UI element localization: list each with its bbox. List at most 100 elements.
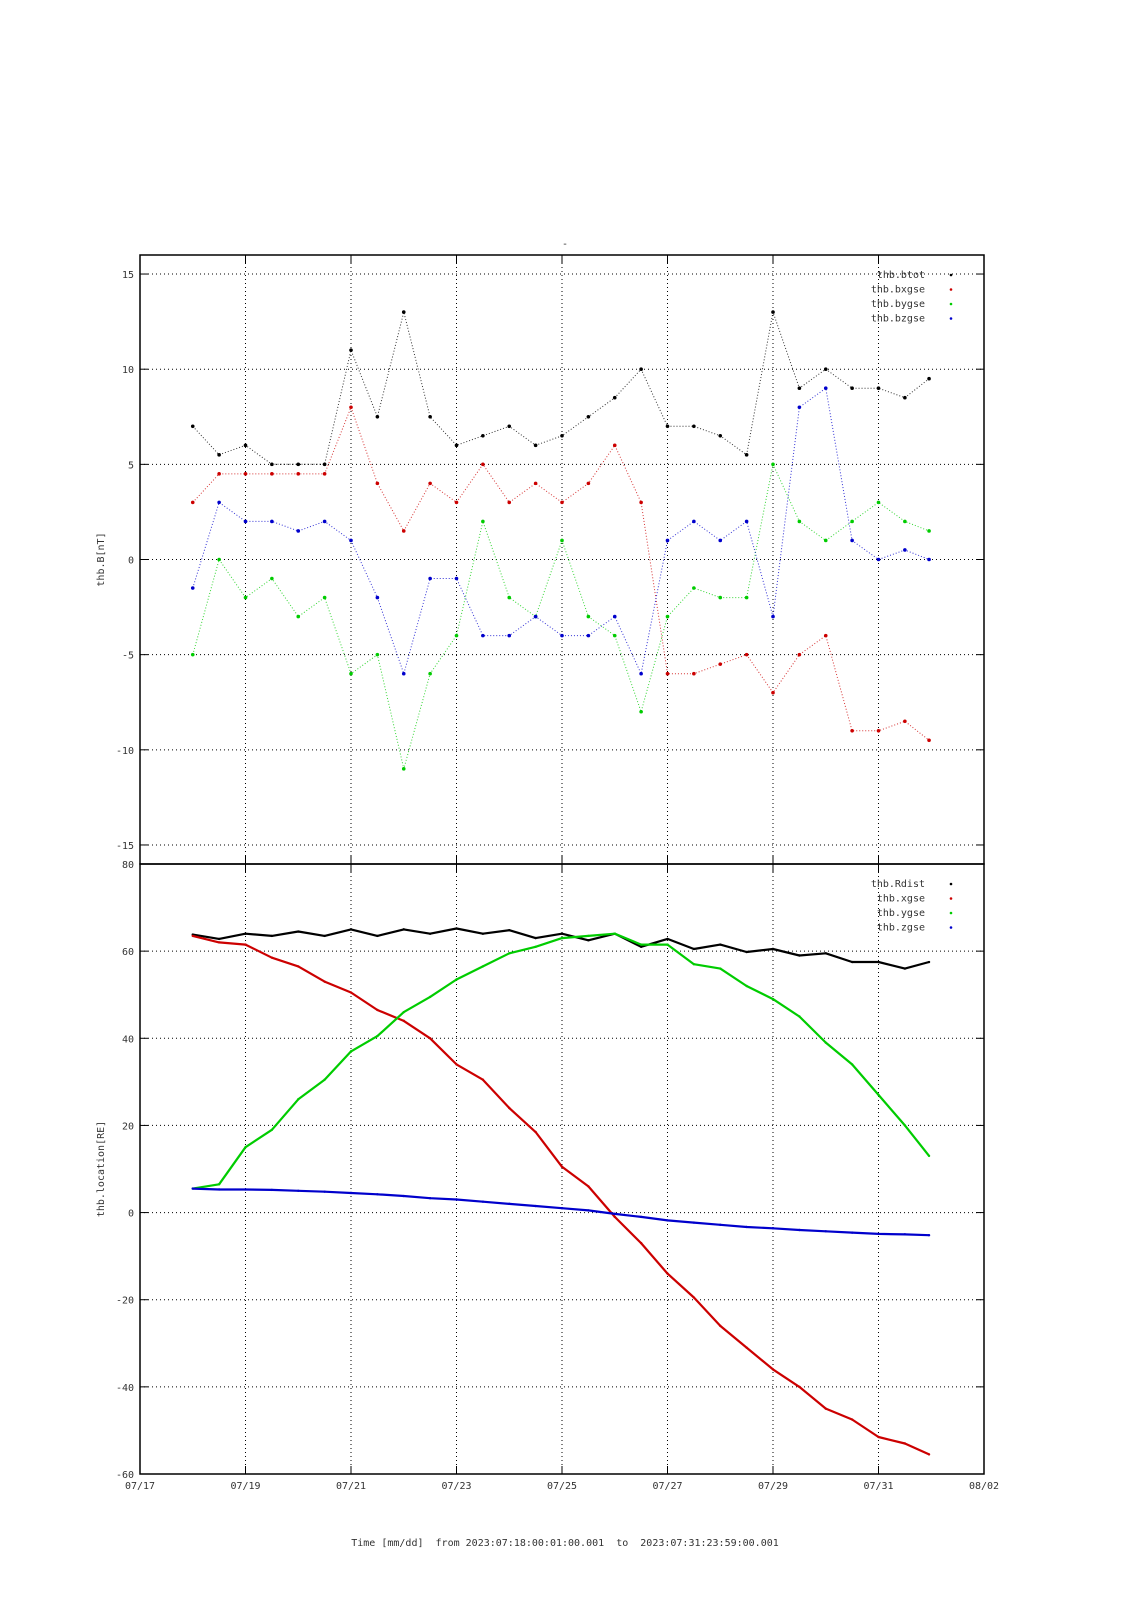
data-point — [349, 1050, 353, 1053]
data-point — [744, 453, 749, 457]
data-point — [481, 1200, 485, 1203]
data-point — [692, 963, 696, 966]
data-point — [903, 967, 907, 970]
data-point — [745, 1225, 748, 1229]
data-point — [375, 414, 380, 419]
data-point — [507, 633, 512, 638]
data-point — [639, 367, 643, 371]
series-line — [192, 932, 930, 1190]
data-point — [639, 1241, 643, 1245]
series-trace — [192, 387, 930, 676]
data-point — [927, 1453, 931, 1456]
data-point — [508, 952, 511, 955]
data-point — [560, 633, 564, 638]
time-footer: Time [mm/dd] from 2023:07:18:00:01:00.00… — [351, 1538, 779, 1549]
data-point — [797, 652, 802, 657]
data-point — [771, 1368, 775, 1371]
data-point — [270, 1188, 274, 1192]
data-point — [534, 936, 537, 940]
data-point — [927, 1234, 931, 1237]
data-point — [692, 1221, 696, 1224]
data-point — [454, 633, 459, 638]
data-point — [508, 1106, 511, 1110]
data-point — [376, 1193, 379, 1196]
data-point — [771, 462, 775, 467]
bfield-gridlines — [140, 255, 984, 864]
data-point — [744, 652, 749, 657]
data-point — [401, 671, 406, 676]
data-point — [190, 500, 195, 505]
to-value: 2023:07:31:23:59:00.001 — [640, 1538, 778, 1549]
data-point — [507, 595, 512, 600]
data-point — [507, 424, 512, 429]
data-point — [850, 960, 854, 964]
series-thb.bzgse — [190, 386, 931, 676]
data-point — [560, 1165, 564, 1169]
x-tick-label: 07/21 — [336, 1481, 366, 1492]
data-point — [270, 519, 274, 524]
data-point — [719, 1223, 722, 1226]
data-point — [376, 1034, 379, 1038]
data-point — [719, 943, 722, 946]
data-point — [322, 472, 327, 476]
data-point — [639, 500, 643, 505]
data-point — [323, 1190, 326, 1193]
data-point — [903, 1124, 907, 1127]
series-line — [192, 927, 930, 970]
data-point — [718, 538, 723, 543]
x-tick-label: 07/25 — [547, 1481, 577, 1492]
bfield-y-axis-label: thb.B[nT] — [96, 532, 107, 586]
bfield-legend: thb.btot thb.bxgse thb.bygse thb.bzgse — [871, 270, 953, 325]
series-thb.ygse — [191, 932, 931, 1190]
x-tick-label: 07/19 — [230, 1481, 260, 1492]
data-point — [823, 367, 828, 371]
data-point — [533, 481, 538, 486]
location-legend: thb.Rdist thb.xgse thb.ygse thb.zgse — [871, 879, 953, 934]
y-tick-label: -60 — [116, 1470, 134, 1481]
data-point — [876, 386, 881, 391]
data-point — [876, 557, 881, 562]
series-thb.Rdist — [191, 927, 931, 970]
data-point — [349, 671, 353, 676]
series-trace — [192, 462, 930, 769]
data-point — [534, 1130, 537, 1134]
data-point — [349, 1191, 353, 1195]
data-point — [877, 960, 880, 964]
y-tick-label: 20 — [122, 1121, 134, 1132]
data-point — [927, 1154, 931, 1158]
data-point — [666, 943, 669, 946]
data-point — [296, 529, 301, 533]
data-point — [612, 614, 617, 619]
data-point — [402, 1194, 405, 1198]
y-tick-label: 10 — [122, 365, 134, 376]
data-point — [270, 576, 274, 581]
data-point — [745, 1346, 748, 1349]
series-thb.bygse — [190, 462, 931, 771]
data-point — [587, 1209, 590, 1212]
legend-label: thb.zgse — [877, 923, 925, 934]
data-point — [850, 1418, 854, 1421]
data-point — [797, 405, 802, 410]
data-point — [560, 1207, 564, 1210]
data-point — [639, 945, 643, 948]
data-point — [613, 1212, 616, 1216]
data-point — [217, 1183, 221, 1186]
x-axis-ticks: 07/17 07/19 07/21 07/23 07/25 07/27 07/29 07/31… — [125, 1481, 999, 1492]
data-point — [243, 472, 248, 476]
data-point — [613, 932, 616, 935]
data-point — [217, 453, 221, 457]
data-point — [534, 945, 537, 948]
data-point — [719, 967, 722, 970]
data-point — [612, 395, 617, 400]
location-axes: 80 60 40 20 0 -20 -40 -60 — [116, 860, 985, 1481]
data-point — [877, 1232, 880, 1236]
data-point — [665, 614, 670, 619]
data-point — [823, 538, 828, 543]
data-point — [322, 595, 327, 600]
data-point — [190, 586, 195, 590]
data-point — [322, 519, 327, 524]
data-point — [613, 1215, 616, 1219]
data-point — [927, 738, 931, 743]
data-point — [296, 614, 301, 619]
